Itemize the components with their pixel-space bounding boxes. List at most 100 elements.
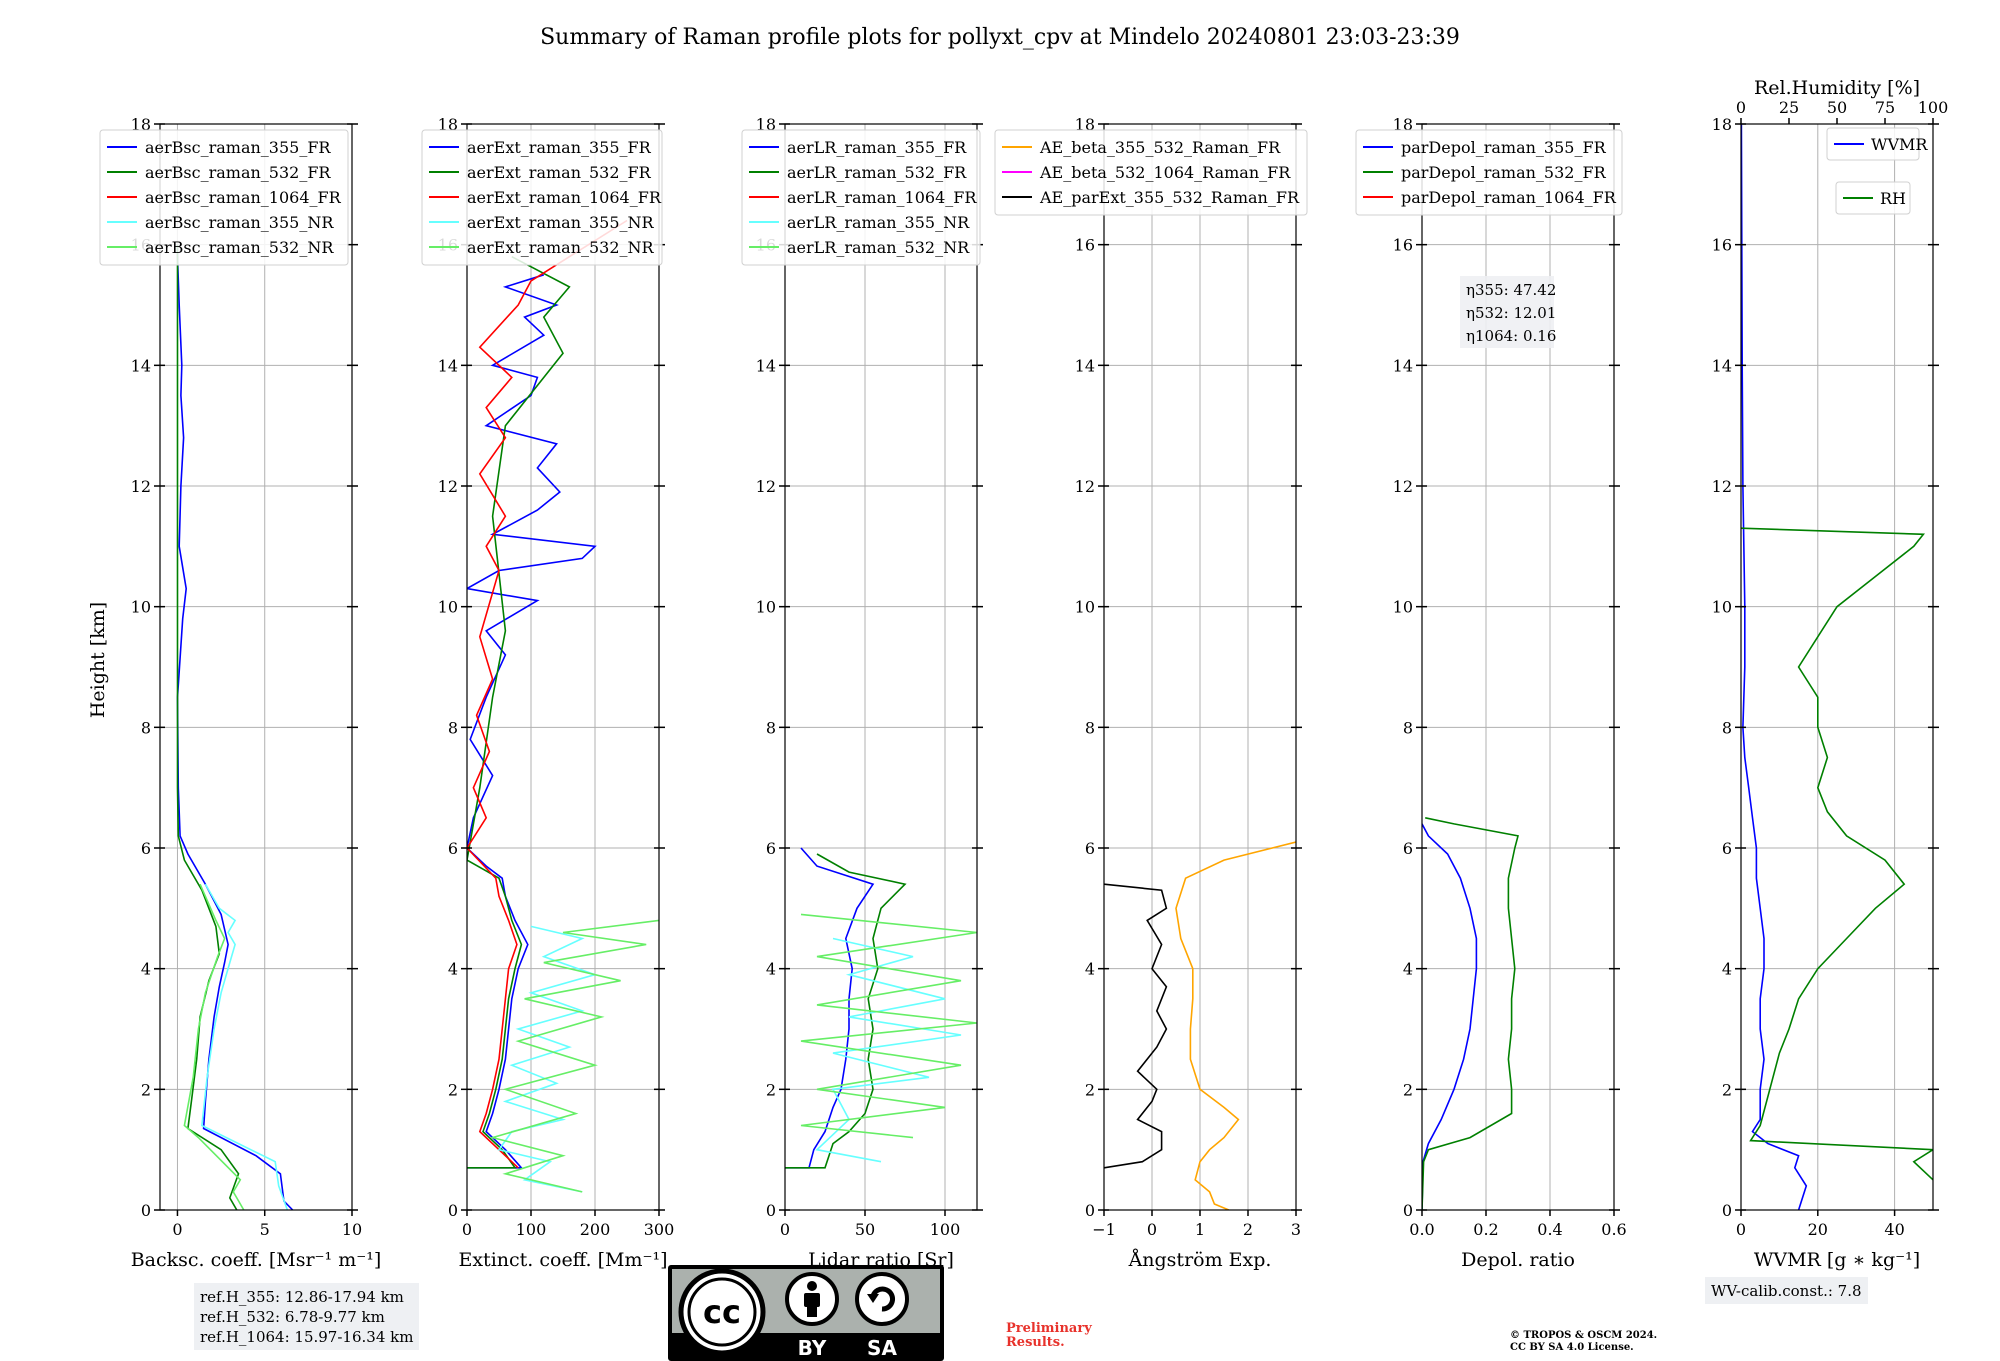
series-aerBsc_raman_355_NR xyxy=(201,883,289,1210)
x-axis-label: Ångström Exp. xyxy=(1128,1249,1272,1271)
y-tick-label: 8 xyxy=(448,718,458,737)
figure-title: Summary of Raman profile plots for polly… xyxy=(540,25,1460,50)
y-tick-label: 2 xyxy=(1085,1080,1095,1099)
legend-label: parDepol_raman_355_FR xyxy=(1401,138,1607,157)
y-tick-label: 14 xyxy=(131,356,151,375)
y-tick-label: 14 xyxy=(756,356,776,375)
y-tick-label: 0 xyxy=(141,1201,151,1220)
legend-box xyxy=(741,129,981,266)
y-tick-label: 12 xyxy=(1075,477,1095,496)
y-tick-label: 12 xyxy=(131,477,151,496)
preliminary-line-2: Results. xyxy=(1006,1335,1065,1350)
axes-frame xyxy=(1421,123,1615,1211)
x-axis-label: Extinct. coeff. [Mm⁻¹] xyxy=(458,1249,667,1271)
x-tick-label: 50 xyxy=(855,1220,875,1239)
y-tick-label: 2 xyxy=(766,1080,776,1099)
x-tick-label: 0 xyxy=(1147,1220,1157,1239)
y-tick-label: 18 xyxy=(756,115,776,134)
series-aerExt_raman_355_FR xyxy=(467,274,597,1169)
series-group xyxy=(176,244,294,1210)
axes-frame xyxy=(784,123,978,1211)
y-tick-label: 8 xyxy=(1085,718,1095,737)
y-tick-label: 4 xyxy=(448,960,458,979)
y-tick-label: 0 xyxy=(766,1201,776,1220)
badge-by-label: BY xyxy=(798,1336,827,1360)
x-tick-label: 1 xyxy=(1195,1220,1205,1239)
y-tick-label: 2 xyxy=(448,1080,458,1099)
series-aerLR_raman_532_NR xyxy=(800,913,977,1139)
y-tick-label: 12 xyxy=(438,477,458,496)
series-group xyxy=(467,219,659,1193)
preliminary-line-1: Preliminary xyxy=(1006,1321,1092,1336)
y-tick-label: 12 xyxy=(756,477,776,496)
legend-label: aerExt_raman_532_NR xyxy=(467,238,655,257)
top-x-tick-label: 75 xyxy=(1875,98,1895,117)
legend-label: AE_beta_355_532_Raman_FR xyxy=(1039,138,1281,157)
y-tick-label: 0 xyxy=(1403,1201,1413,1220)
legend-label: aerBsc_raman_532_FR xyxy=(145,163,331,182)
y-tick-label: 14 xyxy=(438,356,458,375)
eta-annotation-line: η532: 12.01 xyxy=(1466,304,1556,322)
legend-label: aerBsc_raman_355_NR xyxy=(145,213,334,232)
legend-label: AE_parExt_355_532_Raman_FR xyxy=(1039,188,1300,207)
series-aerLR_raman_355_NR xyxy=(815,937,962,1163)
series-AE_parExt_355_532_Raman_FR xyxy=(1104,883,1168,1169)
y-tick-label: 2 xyxy=(1403,1080,1413,1099)
legend-label: aerLR_raman_532_FR xyxy=(787,163,967,182)
y-tick-label: 4 xyxy=(1403,960,1413,979)
x-tick-label: 0.0 xyxy=(1409,1220,1434,1239)
panel-lr: 024681012141618050100Lidar ratio [Sr]aer… xyxy=(741,115,983,1271)
legend-label: aerLR_raman_532_NR xyxy=(787,238,970,257)
eta-annotation-box xyxy=(1460,276,1554,348)
series-aerExt_raman_355_NR xyxy=(497,925,598,1193)
wv-calibration-box: WV-calib.const.: 7.8 xyxy=(1705,1277,1868,1304)
badge-sa-label: SA xyxy=(867,1336,897,1360)
panel-bsc: 0246810121416180510Backsc. coeff. [Msr⁻¹… xyxy=(99,115,381,1271)
y-tick-label: 0 xyxy=(448,1201,458,1220)
ref-height-1064: ref.H_1064: 15.97-16.34 km xyxy=(200,1328,414,1346)
x-axis-label: Depol. ratio xyxy=(1461,1249,1575,1271)
eta-annotation-line: η1064: 0.16 xyxy=(1466,327,1556,345)
preliminary-results-note: Preliminary Results. xyxy=(1006,1322,1092,1350)
legend-label: parDepol_raman_532_FR xyxy=(1401,163,1607,182)
y-tick-label: 10 xyxy=(438,598,458,617)
legend-label: RH xyxy=(1880,189,1906,208)
series-group xyxy=(1104,841,1296,1210)
y-tick-label: 16 xyxy=(1393,236,1413,255)
series-parDepol_raman_355_FR xyxy=(1422,823,1478,1210)
legend-label: aerLR_raman_355_FR xyxy=(787,138,967,157)
series-aerBsc_raman_355_FR xyxy=(176,244,294,1210)
x-tick-label: 5 xyxy=(260,1220,270,1239)
y-tick-label: 12 xyxy=(1712,477,1732,496)
y-tick-label: 8 xyxy=(1722,718,1732,737)
y-tick-label: 18 xyxy=(438,115,458,134)
legend-label: aerBsc_raman_355_FR xyxy=(145,138,331,157)
attribution-person-icon xyxy=(785,1272,839,1326)
x-tick-label: 0 xyxy=(172,1220,182,1239)
x-tick-label: 0 xyxy=(462,1220,472,1239)
y-tick-label: 10 xyxy=(756,598,776,617)
y-tick-label: 4 xyxy=(766,960,776,979)
copyright-line-1: © TROPOS & OSCM 2024. xyxy=(1510,1330,1658,1341)
legend-label: WVMR xyxy=(1871,135,1928,154)
x-tick-label: 300 xyxy=(644,1220,675,1239)
cc-logo-text: cc xyxy=(703,1293,741,1331)
series-RH xyxy=(1741,527,1933,1181)
top-x-tick-label: 100 xyxy=(1918,98,1949,117)
y-axis-label: Height [km] xyxy=(87,602,109,718)
x-tick-label: 0.4 xyxy=(1537,1220,1562,1239)
x-tick-label: 3 xyxy=(1291,1220,1301,1239)
legend-box xyxy=(994,129,1308,216)
y-tick-label: 6 xyxy=(141,839,151,858)
x-tick-label: 200 xyxy=(580,1220,611,1239)
y-tick-label: 6 xyxy=(1085,839,1095,858)
y-tick-label: 6 xyxy=(1722,839,1732,858)
series-aerBsc_raman_532_NR xyxy=(183,883,245,1210)
x-tick-label: 0.2 xyxy=(1473,1220,1498,1239)
series-group xyxy=(1422,817,1519,1210)
y-tick-label: 14 xyxy=(1393,356,1413,375)
series-aerExt_raman_532_NR xyxy=(489,919,659,1193)
ref-height-532: ref.H_532: 6.78-9.77 km xyxy=(200,1308,385,1326)
y-tick-label: 4 xyxy=(141,960,151,979)
